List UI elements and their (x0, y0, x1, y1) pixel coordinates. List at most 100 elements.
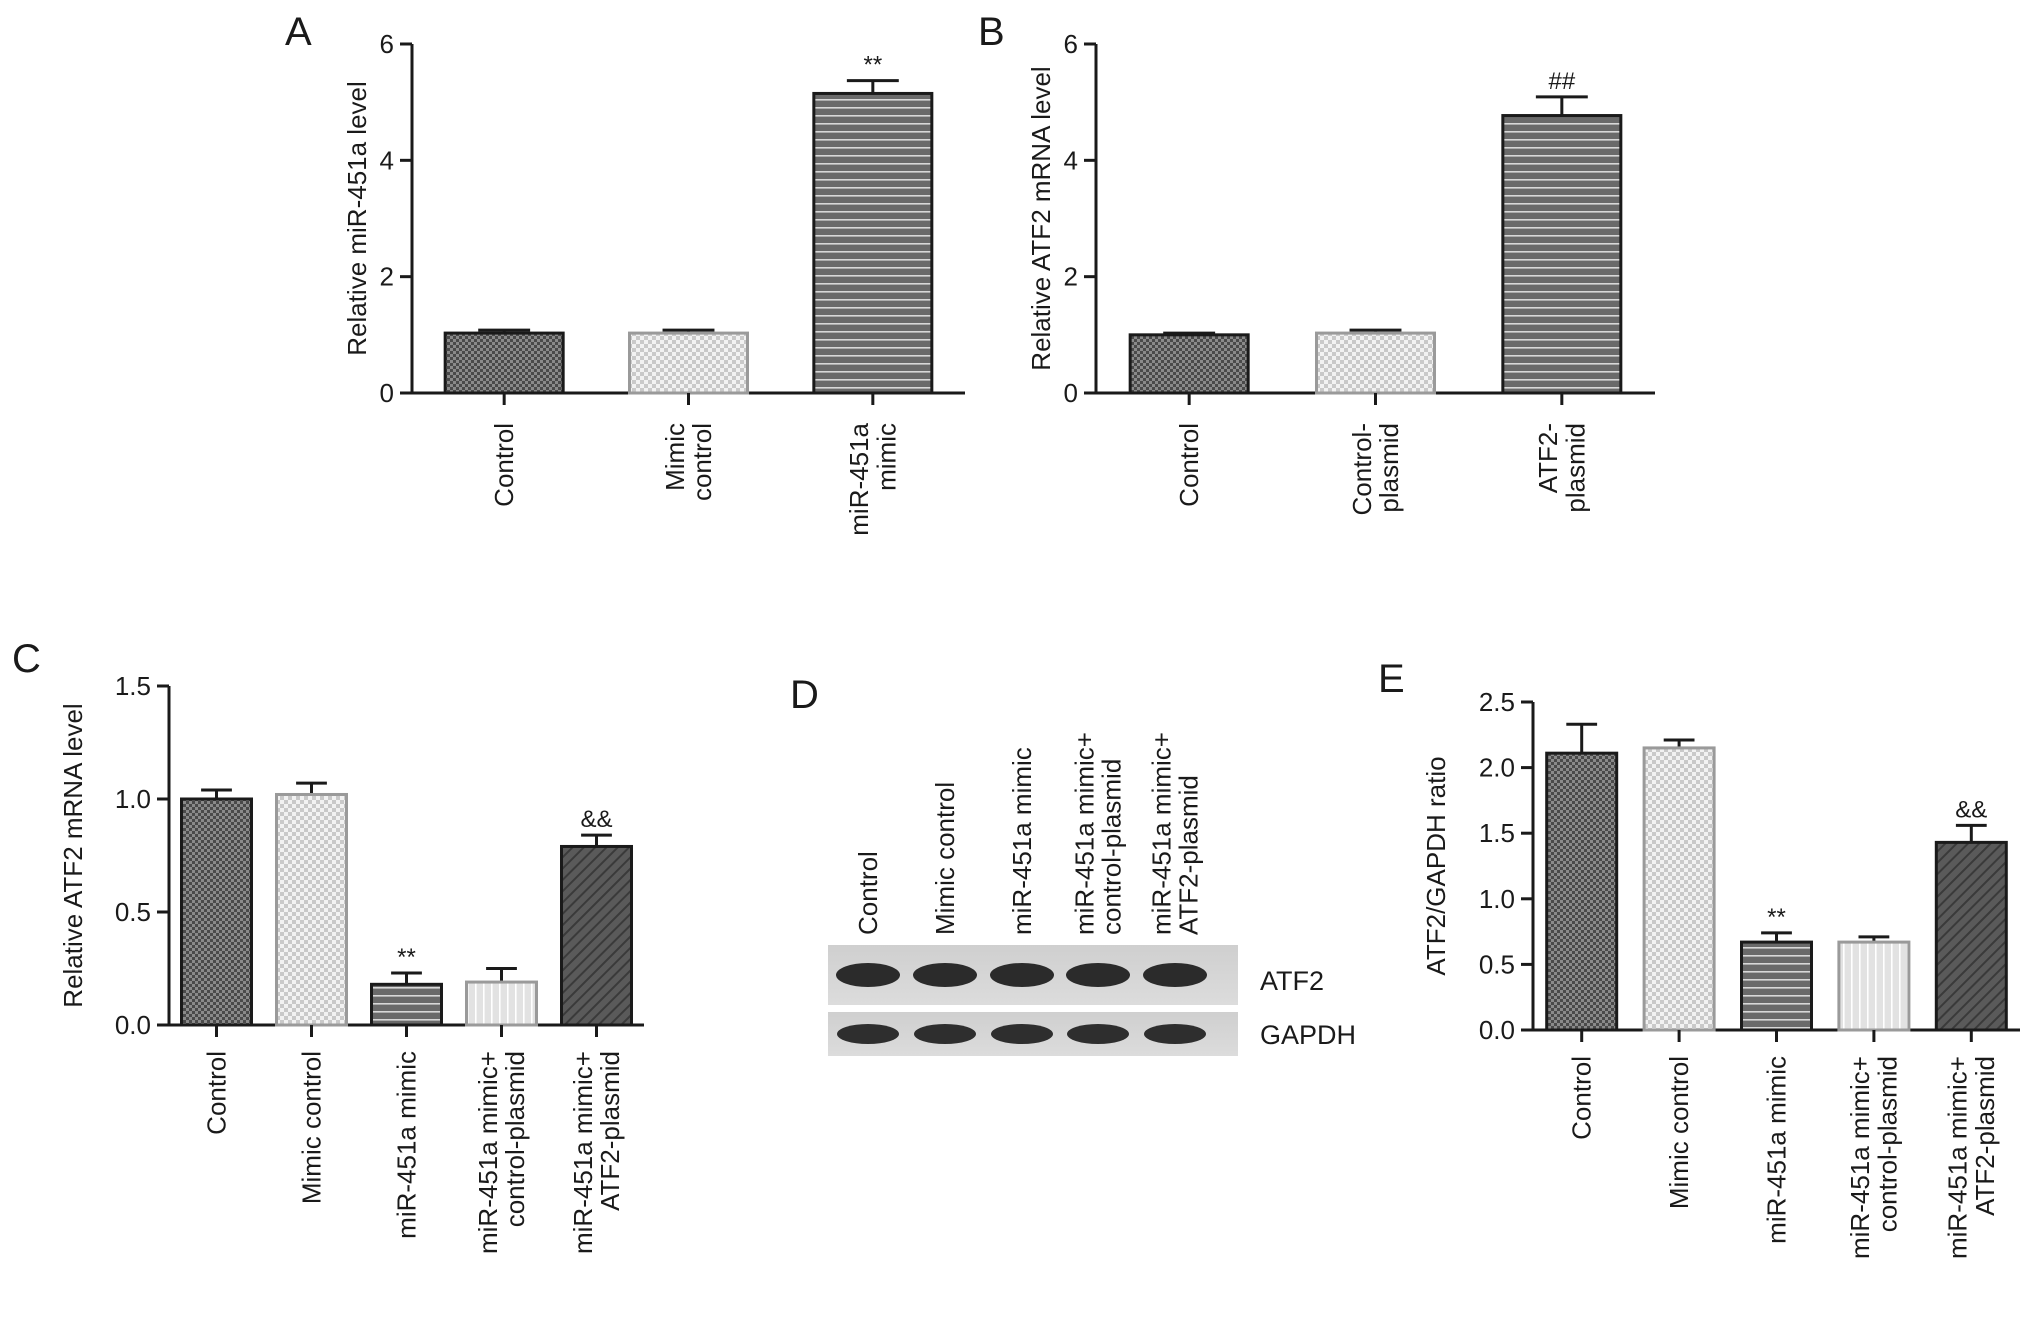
panel-letter-c: C (12, 637, 41, 681)
x-tick-label: miR-451a mimic+control-plasmid (1845, 1056, 1902, 1259)
y-tick-label: 6 (1064, 29, 1078, 59)
y-tick-label: 2.5 (1479, 687, 1515, 717)
blot-lane-label: Control (853, 851, 883, 935)
x-tick-label-line: miR-451a mimic+ (568, 1051, 598, 1254)
panel-a-chart: 0 2 4 6 Relative miR-451a level Control Mimicc… (342, 29, 965, 536)
x-tick-label-line: Control- (1347, 423, 1377, 515)
blot-row-label-gapdh: GAPDH (1260, 1020, 1356, 1050)
x-tick-label-line: Control (1174, 423, 1204, 507)
x-tick-label-line: miR-451a mimic (392, 1051, 422, 1239)
y-tick-label: 1.0 (115, 784, 151, 814)
blot-lane-label-line: miR-451a mimic+ (1070, 732, 1100, 935)
blot-lane-label: miR-451a mimic (1007, 747, 1037, 935)
blot-lane-label: miR-451a mimic+control-plasmid (1070, 732, 1127, 935)
blot-band-gapdh (914, 1024, 976, 1044)
x-tick-label: miR-451a mimic+control-plasmid (473, 1051, 530, 1254)
x-tick-label: miR-451a mimic (1762, 1056, 1792, 1244)
blot-band-gapdh (1144, 1024, 1206, 1044)
x-tick-label: Control (1567, 1056, 1597, 1140)
x-tick-label-line: control-plasmid (500, 1051, 530, 1227)
blot-lane-label-line: Mimic control (930, 782, 960, 935)
panel-letter-e: E (1378, 657, 1405, 701)
blot-lane-label-line: Control (853, 851, 883, 935)
bar (628, 331, 749, 395)
x-tick-label: ATF2-plasmid (1533, 423, 1590, 513)
panel-e-chart: 0.0 0.5 1.0 1.5 2.0 2.5 ATF2/GAPDH ratio Contro… (1421, 687, 2020, 1259)
blot-band-atf2 (836, 963, 900, 987)
x-tick-label: miR-451a mimic (392, 1051, 422, 1239)
blot-band-atf2 (990, 963, 1054, 987)
y-tick-label: 0.5 (115, 897, 151, 927)
x-tick-label: Control (489, 423, 519, 507)
bar (465, 980, 538, 1027)
x-tick-label-line: miR-451a mimic+ (1845, 1056, 1875, 1259)
bar (1740, 940, 1813, 1032)
y-tick-label: 6 (380, 29, 394, 59)
blot-lane-label-line: control-plasmid (1097, 759, 1127, 935)
y-tick-label: 2 (1064, 262, 1078, 292)
x-tick-label-line: control (687, 423, 717, 501)
bar (1501, 114, 1623, 395)
panel-b-chart: 0 2 4 6 Relative ATF2 mRNA level Control Contr… (1026, 29, 1655, 515)
bar (1837, 940, 1911, 1032)
panel-c-chart: 0.0 0.5 1.0 1.5 Relative ATF2 mRNA level Cont… (58, 671, 644, 1254)
panel-c-y-label: Relative ATF2 mRNA level (58, 703, 88, 1007)
significance-mark: ** (1767, 904, 1786, 931)
y-tick-label: 0.5 (1479, 949, 1515, 979)
blot-band-gapdh (1067, 1024, 1129, 1044)
bar (1128, 333, 1250, 395)
bar (275, 792, 348, 1027)
y-tick-label: 0.0 (115, 1010, 151, 1040)
x-tick-label-line: ATF2-plasmid (1970, 1056, 2000, 1216)
panel-a-y-label: Relative miR-451a level (342, 81, 372, 356)
blot-lane-label: miR-451a mimic+ATF2-plasmid (1147, 732, 1204, 935)
x-tick-label-line: miR-451a (844, 422, 874, 535)
bar (180, 797, 253, 1027)
blot-band-gapdh (837, 1024, 899, 1044)
y-tick-label: 0 (1064, 378, 1078, 408)
bar (1315, 331, 1436, 395)
blot-band-atf2 (913, 963, 977, 987)
x-tick-label: miR-451a mimic+ATF2-plasmid (1943, 1056, 2000, 1259)
blot-lane-labels: Control Mimic control miR-451a mimic miR-45… (853, 732, 1204, 935)
blot-lane-label-line: ATF2-plasmid (1174, 775, 1204, 935)
x-tick-label: Mimic control (1664, 1056, 1694, 1209)
x-tick-label-line: control-plasmid (1873, 1056, 1903, 1232)
panel-letter-a: A (285, 10, 312, 54)
y-tick-label: 1.5 (1479, 818, 1515, 848)
y-tick-label: 1.5 (115, 671, 151, 701)
x-tick-label-line: Mimic control (1664, 1056, 1694, 1209)
x-tick-label-line: Control (202, 1051, 232, 1135)
x-tick-label-line: plasmid (1374, 423, 1404, 513)
x-tick-label: Control (202, 1051, 232, 1135)
blot-band-gapdh (991, 1024, 1053, 1044)
x-tick-label-line: miR-451a mimic+ (1943, 1056, 1973, 1259)
panel-b-y-label: Relative ATF2 mRNA level (1026, 66, 1056, 370)
blot-band-atf2 (1143, 963, 1207, 987)
x-tick-label: Control-plasmid (1347, 423, 1404, 515)
significance-mark: && (580, 806, 612, 833)
bar (812, 91, 934, 395)
bar (1934, 840, 2008, 1032)
x-tick-label-line: mimic (871, 423, 901, 491)
x-tick-label-line: Mimic (660, 423, 690, 491)
bar (1545, 751, 1619, 1032)
x-tick-label: Control (1174, 423, 1204, 507)
y-tick-label: 4 (1064, 145, 1078, 175)
blot-lane-label-line: miR-451a mimic+ (1147, 732, 1177, 935)
bar (370, 982, 443, 1027)
y-tick-label: 0 (380, 378, 394, 408)
bar (1642, 746, 1716, 1032)
x-tick-label: Mimiccontrol (660, 423, 717, 501)
x-tick-label: Mimic control (297, 1051, 327, 1204)
blot-row-label-atf2: ATF2 (1260, 966, 1324, 996)
x-tick-label-line: Control (1567, 1056, 1597, 1140)
panel-letter-d: D (790, 673, 819, 717)
blot-band-atf2 (1066, 963, 1130, 987)
panel-e-y-label: ATF2/GAPDH ratio (1421, 756, 1451, 975)
x-tick-label-line: plasmid (1560, 423, 1590, 513)
panel-letter-b: B (978, 10, 1005, 54)
x-tick-label-line: Mimic control (297, 1051, 327, 1204)
y-tick-label: 0.0 (1479, 1015, 1515, 1045)
